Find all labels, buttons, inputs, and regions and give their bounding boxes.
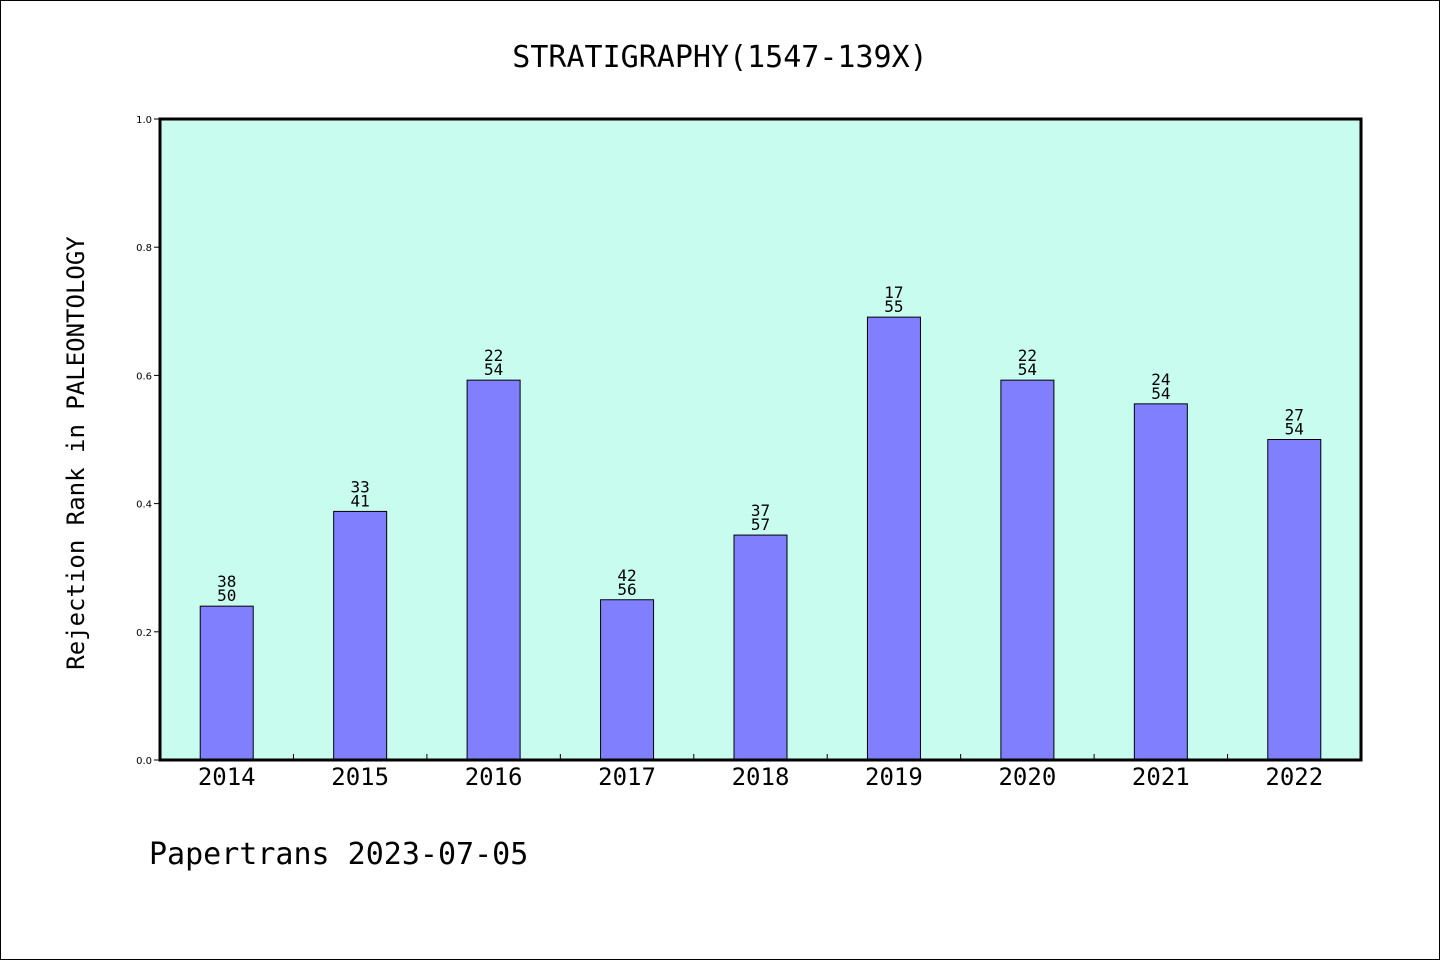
bar-label-top: 27 — [1285, 406, 1304, 425]
y-tick-label: 0.2 — [136, 628, 152, 639]
plot-border — [158, 117, 1363, 762]
bar-label-top: 22 — [484, 346, 503, 365]
bar-label-bottom: 56 — [617, 580, 636, 599]
bar-label-bottom: 54 — [1151, 384, 1170, 403]
x-tick-label: 2020 — [998, 763, 1056, 791]
x-tick-label: 2014 — [198, 763, 256, 791]
bar-label-top: 22 — [1018, 346, 1037, 365]
y-tick-label: 1.0 — [136, 115, 152, 126]
bar-label-bottom: 54 — [1285, 420, 1304, 439]
x-tick-label: 2022 — [1265, 763, 1323, 791]
bar-label-top: 38 — [217, 572, 236, 591]
ticks-layer: 2014 2015 2016 2017 2018 2019 2020 2021 2022 0.0 0… — [136, 115, 1323, 791]
y-axis-label: Rejection Rank in PALEONTOLOGY — [62, 236, 90, 670]
bar-label-top: 24 — [1151, 370, 1170, 389]
x-tick-label: 2019 — [865, 763, 923, 791]
x-tick-label: 2016 — [465, 763, 523, 791]
bar-2019 — [866, 316, 921, 761]
bar-label-bottom: 54 — [1018, 360, 1037, 379]
chart-title: STRATIGRAPHY(1547-139X) — [512, 40, 927, 75]
bar-label-top: 17 — [884, 283, 903, 302]
bar-2016 — [466, 379, 521, 761]
bar-label-bottom: 50 — [217, 586, 236, 605]
bar-2018 — [733, 534, 788, 761]
bar-label-top: 33 — [351, 477, 370, 496]
bar-2022 — [1267, 439, 1322, 761]
bar-label-bottom: 55 — [884, 297, 903, 316]
bar-2017 — [600, 599, 655, 761]
x-tick-label: 2015 — [331, 763, 389, 791]
x-tick-label: 2021 — [1132, 763, 1190, 791]
bar-label-top: 37 — [751, 501, 770, 520]
bar-label-bottom: 57 — [751, 515, 770, 534]
bar-label-bottom: 54 — [484, 360, 503, 379]
bar-2014 — [199, 605, 254, 761]
y-tick-label: 0.4 — [136, 500, 152, 511]
bar-2021 — [1133, 403, 1188, 761]
y-tick-label: 0.8 — [136, 243, 152, 254]
footer-text: Papertrans 2023-07-05 — [149, 837, 528, 872]
bar-2020 — [1000, 379, 1055, 761]
x-tick-label: 2017 — [598, 763, 656, 791]
bar-label-top: 42 — [617, 566, 636, 585]
x-tick-label: 2018 — [732, 763, 790, 791]
bar-2015 — [333, 510, 388, 761]
bar-label-bottom: 41 — [351, 491, 370, 510]
y-tick-label: 0.0 — [136, 756, 152, 767]
y-tick-label: 0.6 — [136, 371, 152, 382]
